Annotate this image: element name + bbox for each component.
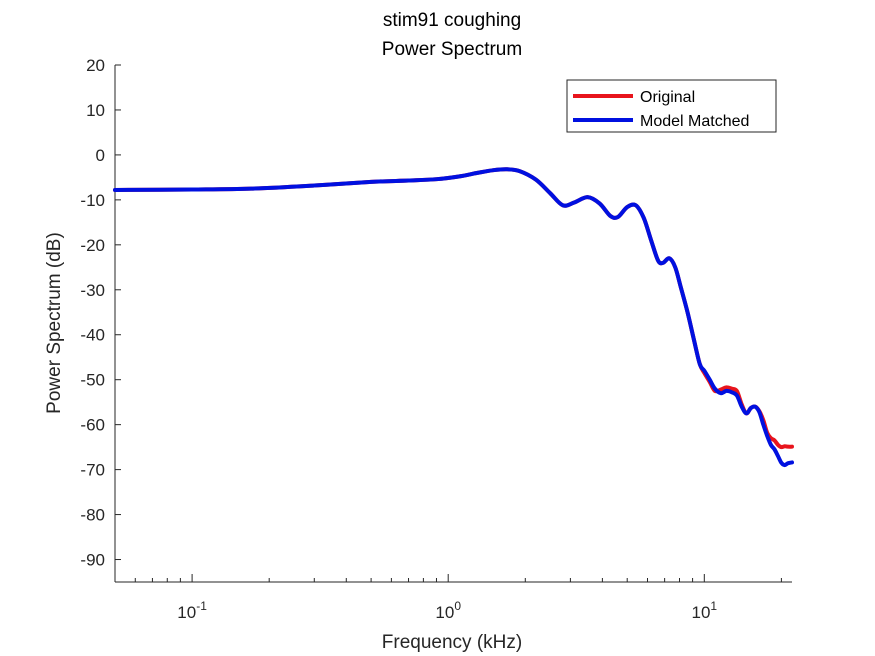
legend-label-original: Original [640, 89, 695, 106]
chart-title: stim91 coughing [383, 10, 521, 31]
y-tick-label: 10 [86, 101, 105, 120]
y-tick-label: -80 [80, 506, 105, 525]
x-axis-label: Frequency (kHz) [382, 632, 522, 653]
y-axis-label: Power Spectrum (dB) [44, 232, 65, 414]
series-line-model-matched [113, 167, 794, 468]
y-tick-label: -90 [80, 551, 105, 570]
legend-label-model-matched: Model Matched [640, 113, 749, 130]
series-layer [113, 167, 794, 468]
y-tick-label: -30 [80, 281, 105, 300]
legend-box [566, 79, 777, 133]
chart-subtitle: Power Spectrum [382, 39, 522, 60]
y-tick-label: -40 [80, 326, 105, 345]
legend: Original Model Matched [566, 79, 777, 133]
y-tick-label: 20 [86, 56, 105, 75]
y-tick-label: 0 [96, 146, 105, 165]
y-tick-label: -70 [80, 461, 105, 480]
y-tick-label: -20 [80, 236, 105, 255]
x-tick-label: 100 [435, 599, 461, 622]
x-tick-label: 101 [691, 599, 717, 622]
y-tick-label: -50 [80, 371, 105, 390]
y-tick-label: -60 [80, 416, 105, 435]
y-tick-label: -10 [80, 191, 105, 210]
x-tick-label: 10-1 [177, 599, 207, 622]
